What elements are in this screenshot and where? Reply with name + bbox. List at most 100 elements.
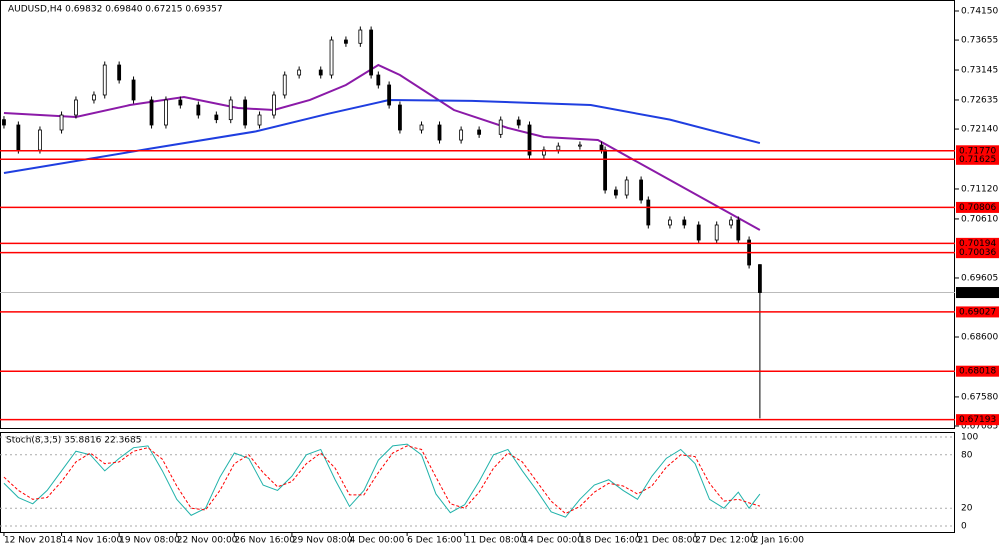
level-label-box (956, 153, 999, 165)
candle-body (387, 84, 392, 106)
candle-body (214, 114, 219, 121)
level-label: 0.68018 (959, 367, 996, 377)
level-label: 0.71625 (959, 155, 996, 165)
y-tick-label: 0.70610 (961, 214, 998, 224)
level-label: 0.71770 (959, 146, 996, 156)
x-tick-label: 19 Nov 08:00 (119, 536, 180, 546)
level-label: 0.70036 (959, 248, 996, 258)
level-label-box (956, 414, 999, 426)
x-tick-label: 4 Dec 00:00 (350, 536, 405, 546)
candle-body (16, 124, 21, 151)
candle-body (477, 129, 482, 135)
candle-body (682, 219, 687, 226)
candle-body (318, 69, 323, 76)
candle-body (297, 69, 302, 76)
stoch-panel (0, 432, 955, 533)
y-tick-label: 0.72635 (961, 95, 998, 105)
candle-body (398, 104, 402, 131)
stoch-tick-label: 80 (961, 450, 973, 460)
candle-body (344, 39, 348, 44)
level-label: 0.70806 (959, 203, 996, 213)
x-tick-label: 27 Dec 12:00 (695, 536, 756, 546)
candle-body (668, 219, 672, 226)
stoch-title: Stoch(8,3,5) 35.8816 22.3685 (6, 436, 141, 446)
candle-body (419, 124, 424, 131)
candle-body (614, 189, 618, 196)
candle-body (272, 94, 276, 116)
y-tick-label: 0.74150 (961, 6, 998, 16)
y-tick-label: 0.69605 (961, 273, 998, 283)
candle-body (639, 179, 644, 201)
y-tick-label: 0.68600 (961, 333, 998, 343)
x-tick-label: 2 Jan 16:00 (753, 536, 805, 546)
candle-body (624, 179, 629, 196)
level-label-box (956, 145, 999, 157)
candle-body (257, 114, 262, 126)
candle-body (603, 149, 608, 191)
stoch-line (3, 443, 761, 518)
candle-body (376, 74, 381, 86)
candle-body (38, 129, 42, 151)
x-tick-label: 26 Nov 16:00 (234, 536, 295, 546)
candle-body (498, 119, 503, 135)
level-label-box (956, 247, 999, 259)
current-price-label: 0.69357 (959, 288, 996, 298)
candle-body (164, 99, 168, 126)
stoch-tick-label: 100 (961, 432, 978, 442)
stoch-tick-label: 20 (961, 504, 973, 514)
x-tick-label: 21 Dec 08:00 (638, 536, 699, 546)
y-tick-label: 0.72140 (961, 125, 998, 135)
level-label-box (956, 201, 999, 213)
candle-body (646, 199, 651, 226)
x-tick-label: 14 Dec 00:00 (522, 536, 583, 546)
level-label: 0.67193 (959, 415, 996, 425)
y-tick-label: 0.67085 (961, 422, 998, 432)
y-tick-label: 0.73655 (961, 36, 998, 46)
candle-body (542, 149, 546, 156)
candle-body (131, 79, 136, 101)
x-tick-label: 14 Nov 16:00 (62, 536, 123, 546)
candle-body (757, 264, 762, 293)
candle-body (74, 99, 78, 116)
candle-body (59, 114, 64, 131)
x-tick-label: 11 Dec 08:00 (465, 536, 526, 546)
candle-body (459, 129, 464, 141)
x-tick-label: 29 Nov 08:00 (292, 536, 353, 546)
candle-body (196, 104, 201, 116)
level-label: 0.69027 (959, 307, 996, 317)
candle-body (102, 64, 107, 96)
candle-body (92, 94, 96, 101)
current-price-box (956, 287, 999, 299)
level-label-box (956, 237, 999, 249)
candle-body (149, 99, 154, 126)
y-tick-label: 0.71120 (961, 184, 998, 194)
candle-body (2, 119, 6, 126)
y-tick-label: 0.73145 (961, 66, 998, 76)
candle-body (282, 74, 287, 96)
candle-body (437, 124, 442, 141)
level-label-box (956, 306, 999, 318)
candle-body (696, 224, 701, 241)
candle-body (358, 29, 363, 44)
candle-body (243, 99, 248, 126)
candle-body (714, 224, 719, 241)
level-label-box (956, 365, 999, 377)
candle-body (599, 144, 604, 151)
x-tick-label: 22 Nov 00:00 (177, 536, 238, 546)
candle-body (117, 64, 122, 81)
candle-body (527, 124, 532, 156)
candle-body (369, 29, 374, 76)
candle-body (556, 145, 561, 151)
x-tick-label: 12 Nov 2018 (4, 536, 62, 546)
candle-body (729, 219, 733, 226)
candle-body (329, 39, 334, 76)
stoch-tick-label: 0 (961, 522, 967, 532)
stoch-line (3, 445, 761, 515)
x-tick-label: 6 Dec 16:00 (407, 536, 462, 546)
candle-body (228, 99, 233, 121)
y-tick-label: 0.67580 (961, 392, 998, 402)
candle-body (178, 99, 183, 106)
candle-body (516, 119, 521, 126)
